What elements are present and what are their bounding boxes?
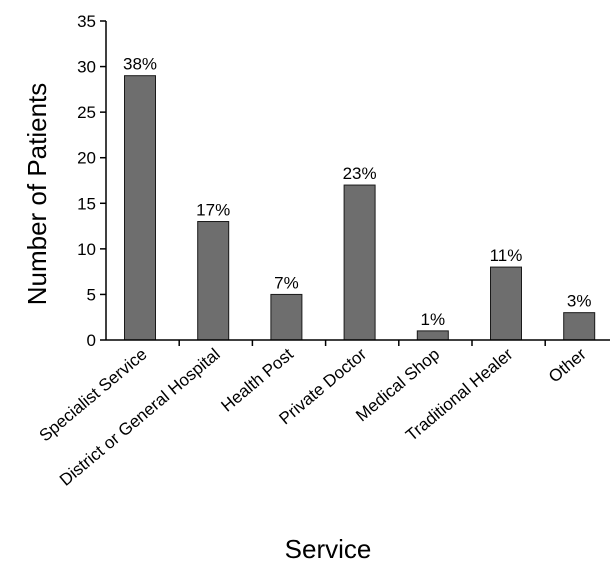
bar <box>197 221 230 341</box>
y-tick-label: 30 <box>77 58 96 77</box>
y-tick-label: 5 <box>87 285 96 304</box>
bar-data-label: 17% <box>196 201 230 220</box>
axes-layer <box>105 21 610 341</box>
bars-layer <box>124 75 596 341</box>
y-tick-label: 25 <box>77 103 96 122</box>
y-tick-label: 35 <box>77 12 96 31</box>
y-tick-label: 10 <box>77 240 96 259</box>
bar-data-label: 23% <box>343 164 377 183</box>
bar <box>416 330 449 341</box>
data-labels: 38% 17% 7% 23% 1% 11% 3% <box>123 55 592 329</box>
x-category-label: Other <box>545 344 590 386</box>
bar <box>270 293 303 341</box>
bar <box>490 266 522 341</box>
bar-data-label: 11% <box>490 246 523 265</box>
y-ticks: 0 5 10 15 20 25 30 35 <box>77 12 106 350</box>
bar <box>343 184 376 341</box>
y-tick-label: 0 <box>87 331 96 350</box>
x-ticks <box>178 340 546 346</box>
bar-data-label: 3% <box>567 292 592 311</box>
bar <box>124 75 156 341</box>
y-tick-label: 15 <box>77 194 96 213</box>
bar-data-label: 7% <box>274 273 299 292</box>
bar-data-label: 1% <box>421 310 446 329</box>
y-tick-label: 20 <box>77 149 96 168</box>
x-axis-title: Service <box>285 534 372 564</box>
bar-data-label: 38% <box>123 55 157 74</box>
y-axis-title: Number of Patients <box>22 83 52 306</box>
bar <box>563 312 596 341</box>
